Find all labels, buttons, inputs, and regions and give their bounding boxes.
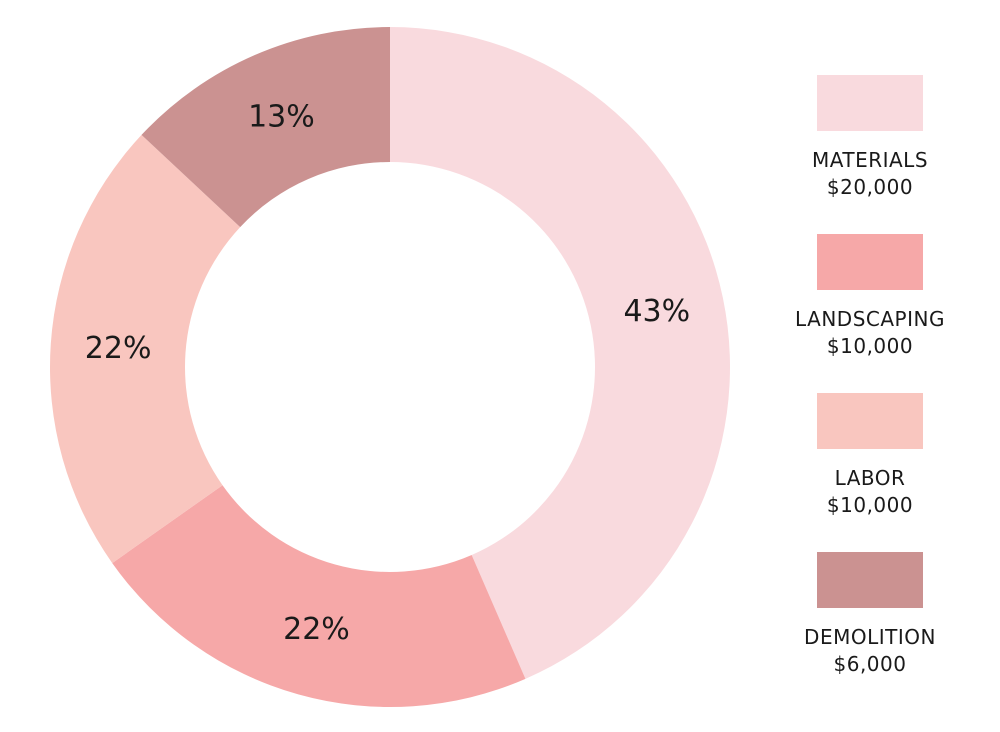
legend-item-materials: MATERIALS $20,000 bbox=[770, 75, 970, 201]
percent-label-demolition: 13% bbox=[248, 100, 315, 135]
legend-text-demolition: DEMOLITION $6,000 bbox=[770, 624, 970, 678]
legend-amount-materials: $20,000 bbox=[826, 175, 914, 199]
legend-item-demolition: DEMOLITION $6,000 bbox=[770, 552, 970, 678]
legend-text-landscaping: LANDSCAPING $10,000 bbox=[770, 306, 970, 360]
legend-text-materials: MATERIALS $20,000 bbox=[770, 147, 970, 201]
legend-amount-demolition: $6,000 bbox=[833, 652, 907, 676]
legend-label-materials: MATERIALS bbox=[811, 148, 929, 172]
legend-amount-landscaping: $10,000 bbox=[826, 334, 914, 358]
donut-slices bbox=[49, 26, 731, 707]
percent-label-materials: 43% bbox=[623, 294, 690, 329]
legend-amount-labor: $10,000 bbox=[826, 493, 914, 517]
percent-label-landscaping: 22% bbox=[283, 612, 350, 647]
legend-label-landscaping: LANDSCAPING bbox=[795, 307, 945, 331]
legend-label-demolition: DEMOLITION bbox=[804, 625, 936, 649]
legend-swatch-landscaping bbox=[817, 234, 923, 290]
slice-labor bbox=[49, 134, 241, 564]
slice-landscaping bbox=[112, 485, 526, 707]
legend-item-landscaping: LANDSCAPING $10,000 bbox=[770, 234, 970, 360]
percent-label-labor: 22% bbox=[85, 331, 152, 366]
legend-swatch-labor bbox=[817, 393, 923, 449]
slice-demolition bbox=[141, 26, 390, 228]
donut-chart: 43% 22% 22% 13% bbox=[49, 26, 731, 707]
legend-label-labor: LABOR bbox=[834, 466, 906, 490]
legend-swatch-demolition bbox=[817, 552, 923, 608]
legend-swatch-materials bbox=[817, 75, 923, 131]
percent-labels: 43% 22% 22% 13% bbox=[85, 100, 690, 647]
slice-materials bbox=[390, 27, 731, 679]
legend-text-labor: LABOR $10,000 bbox=[770, 465, 970, 519]
legend-item-labor: LABOR $10,000 bbox=[770, 393, 970, 519]
